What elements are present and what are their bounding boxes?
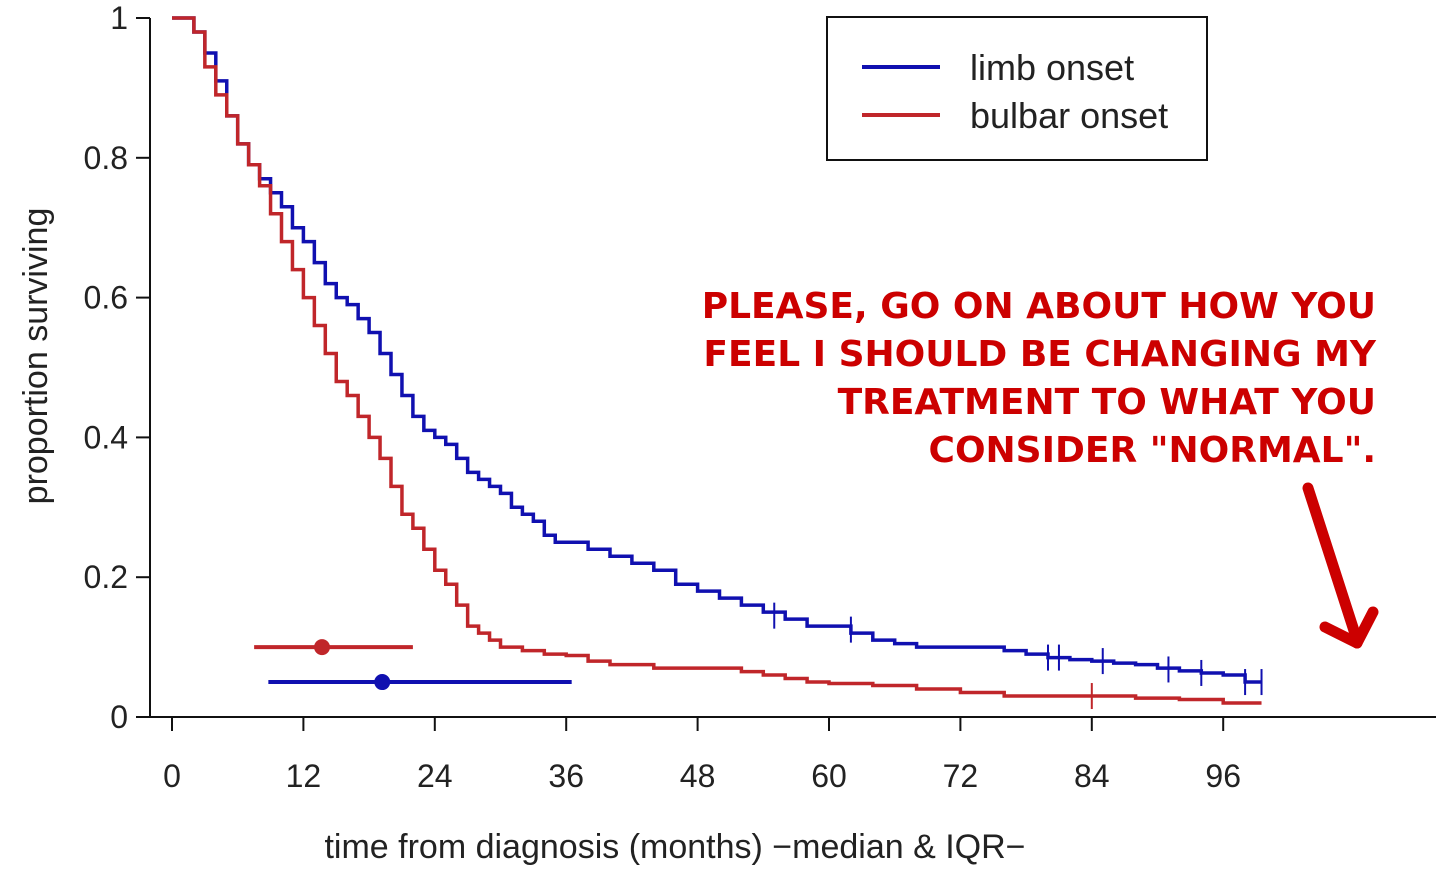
x-tick-label: 60: [811, 758, 847, 794]
legend-label-limb: limb onset: [970, 47, 1134, 88]
caption-line-1: PLEASE, GO ON ABOUT HOW YOU: [702, 286, 1376, 327]
series-line-bulbar-onset: [172, 16, 1262, 705]
y-tick-label: 0.8: [84, 140, 128, 176]
x-tick-label: 84: [1074, 758, 1110, 794]
caption-line-4: CONSIDER "NORMAL".: [929, 430, 1376, 471]
x-tick-label: 36: [548, 758, 584, 794]
x-tick-label: 72: [943, 758, 979, 794]
legend-box: [826, 16, 1208, 161]
y-tick-label: 0.2: [84, 559, 128, 595]
legend: limb onset bulbar onset: [826, 16, 1208, 161]
y-tick-label: 1: [110, 0, 128, 36]
caption-line-3: TREATMENT TO WHAT YOU: [838, 382, 1376, 423]
y-axis-title: proportion surviving: [17, 208, 55, 505]
median-point: [374, 674, 391, 691]
y-tick-label: 0.6: [84, 280, 128, 316]
y-tick-label: 0: [110, 699, 128, 735]
x-tick-label: 48: [680, 758, 716, 794]
x-axis-ticks: 0 12 24 36 48 60 72 84 96: [163, 717, 1241, 794]
median-iqr-bars: [254, 639, 572, 691]
y-axis-ticks: 0 0.2 0.4 0.6 0.8 1: [84, 0, 150, 735]
median-point: [314, 639, 331, 656]
x-axis-title: time from diagnosis (months) −median & I…: [324, 828, 1025, 866]
caption-annotation: PLEASE, GO ON ABOUT HOW YOU FEEL I SHOUL…: [702, 286, 1377, 471]
series-layer: [172, 16, 1262, 705]
x-tick-label: 12: [286, 758, 322, 794]
x-tick-label: 96: [1205, 758, 1241, 794]
censor-marks: [773, 602, 1263, 710]
series-line-limb-onset: [172, 16, 1262, 684]
x-tick-label: 24: [417, 758, 453, 794]
y-tick-label: 0.4: [84, 419, 128, 455]
caption-line-2: FEEL I SHOULD BE CHANGING MY: [703, 334, 1377, 375]
x-tick-label: 0: [163, 758, 181, 794]
red-arrow-icon: [1302, 482, 1379, 649]
legend-label-bulbar: bulbar onset: [970, 95, 1168, 136]
